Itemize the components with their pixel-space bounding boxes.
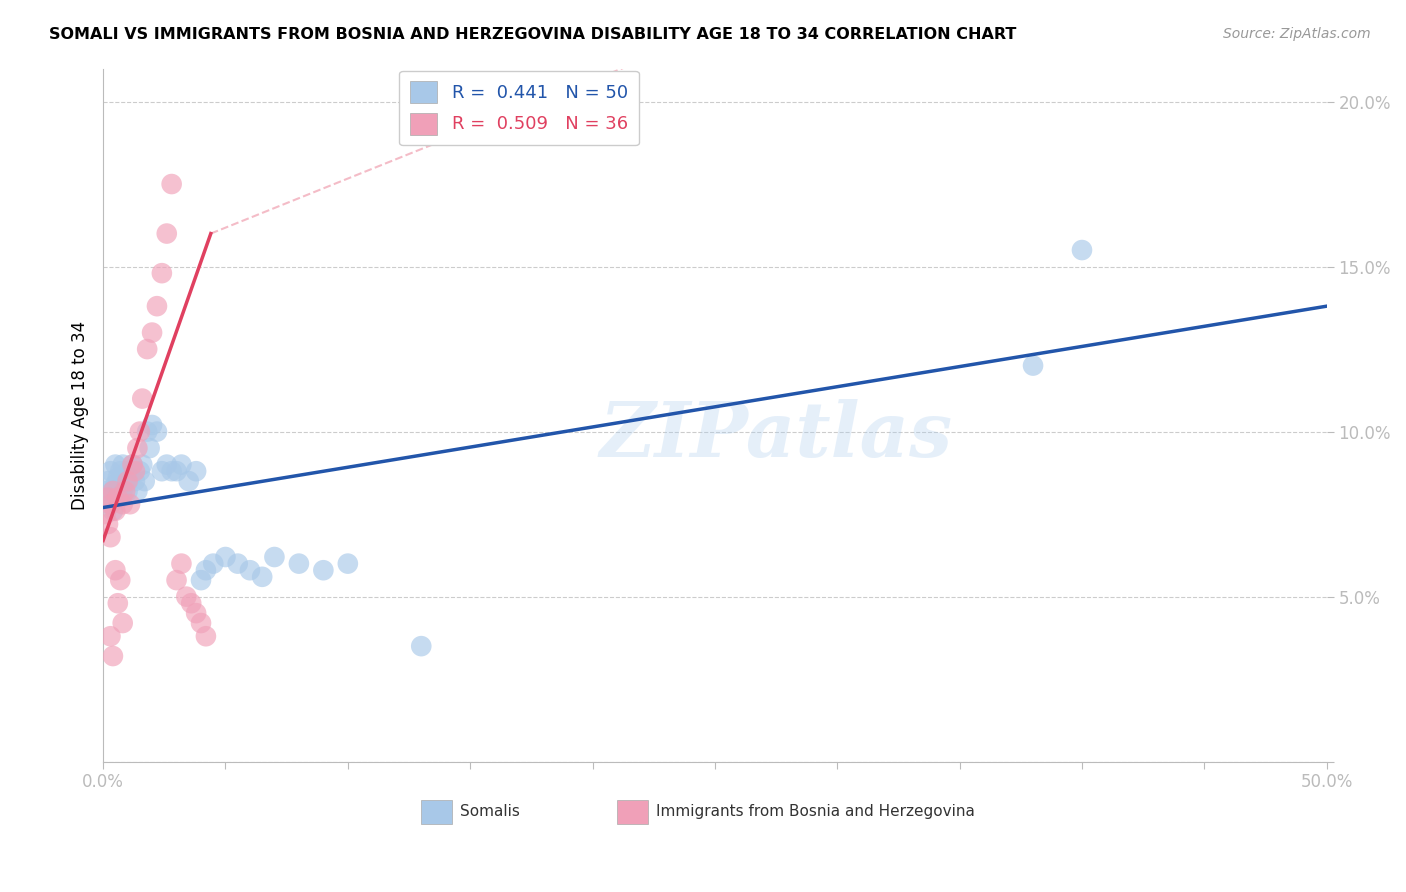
Point xyxy=(100,497,122,511)
Point xyxy=(104,477,127,491)
Point xyxy=(136,342,159,356)
Point xyxy=(104,504,127,518)
Point xyxy=(127,483,149,498)
Text: SOMALI VS IMMIGRANTS FROM BOSNIA AND HERZEGOVINA DISABILITY AGE 18 TO 34 CORRELA: SOMALI VS IMMIGRANTS FROM BOSNIA AND HER… xyxy=(49,27,1017,42)
Point xyxy=(134,474,156,488)
Point xyxy=(146,425,169,439)
Point xyxy=(131,392,153,406)
Point xyxy=(97,516,120,531)
Point xyxy=(97,474,120,488)
Point xyxy=(1071,243,1094,257)
Point xyxy=(114,483,136,498)
Point xyxy=(101,648,124,663)
Point xyxy=(166,573,188,587)
Point xyxy=(141,326,163,340)
Point xyxy=(288,557,311,571)
Point xyxy=(312,563,335,577)
Y-axis label: Disability Age 18 to 34: Disability Age 18 to 34 xyxy=(72,320,89,509)
Point xyxy=(100,464,122,478)
Point xyxy=(138,441,160,455)
Point xyxy=(100,629,122,643)
Point xyxy=(110,464,132,478)
Point xyxy=(190,615,212,630)
Point xyxy=(127,441,149,455)
Point xyxy=(121,458,143,472)
Point xyxy=(128,464,150,478)
Point xyxy=(160,464,183,478)
Point xyxy=(226,557,249,571)
Point xyxy=(150,266,173,280)
Point xyxy=(263,549,285,564)
Point xyxy=(117,483,139,498)
Legend: R =  0.441   N = 50, R =  0.509   N = 36: R = 0.441 N = 50, R = 0.509 N = 36 xyxy=(399,70,638,145)
Point xyxy=(190,573,212,587)
Point xyxy=(100,530,122,544)
Point xyxy=(104,563,127,577)
Text: Source: ZipAtlas.com: Source: ZipAtlas.com xyxy=(1223,27,1371,41)
Point xyxy=(117,464,139,478)
Point xyxy=(94,507,117,521)
Point xyxy=(118,497,141,511)
Text: Immigrants from Bosnia and Herzegovina: Immigrants from Bosnia and Herzegovina xyxy=(657,804,974,819)
Point xyxy=(131,458,153,472)
Point xyxy=(101,504,124,518)
Point xyxy=(202,557,225,571)
Point xyxy=(111,458,134,472)
Point xyxy=(170,458,193,472)
Point xyxy=(177,474,200,488)
Point xyxy=(194,563,217,577)
Point xyxy=(97,491,120,505)
Point xyxy=(250,570,273,584)
Point xyxy=(194,629,217,643)
Point xyxy=(110,573,132,587)
FancyBboxPatch shape xyxy=(422,800,451,824)
Point xyxy=(411,639,433,653)
Point xyxy=(111,483,134,498)
Point xyxy=(97,491,120,505)
Point xyxy=(170,557,193,571)
Point xyxy=(141,417,163,432)
Point xyxy=(239,563,262,577)
Point xyxy=(117,474,139,488)
Point xyxy=(111,497,134,511)
Point xyxy=(166,464,188,478)
Point xyxy=(128,425,150,439)
Point xyxy=(180,596,202,610)
Point xyxy=(104,458,127,472)
Point xyxy=(107,483,129,498)
Point xyxy=(214,549,236,564)
Point xyxy=(110,491,132,505)
Point xyxy=(160,177,183,191)
Point xyxy=(336,557,359,571)
Point xyxy=(107,491,129,505)
Point xyxy=(101,483,124,498)
Point xyxy=(100,497,122,511)
Point xyxy=(124,464,146,478)
Point xyxy=(156,458,179,472)
Point xyxy=(150,464,173,478)
Point xyxy=(114,474,136,488)
Text: Somalis: Somalis xyxy=(460,804,520,819)
FancyBboxPatch shape xyxy=(617,800,648,824)
Point xyxy=(118,471,141,485)
Point xyxy=(101,483,124,498)
Point xyxy=(121,458,143,472)
Point xyxy=(184,606,207,620)
Point xyxy=(124,474,146,488)
Point xyxy=(136,425,159,439)
Point xyxy=(107,471,129,485)
Point xyxy=(94,483,117,498)
Point xyxy=(111,615,134,630)
Point xyxy=(146,299,169,313)
Text: ZIPatlas: ZIPatlas xyxy=(599,399,953,473)
Point xyxy=(1022,359,1045,373)
Point xyxy=(107,596,129,610)
Point xyxy=(184,464,207,478)
Point xyxy=(176,590,198,604)
Point xyxy=(156,227,179,241)
